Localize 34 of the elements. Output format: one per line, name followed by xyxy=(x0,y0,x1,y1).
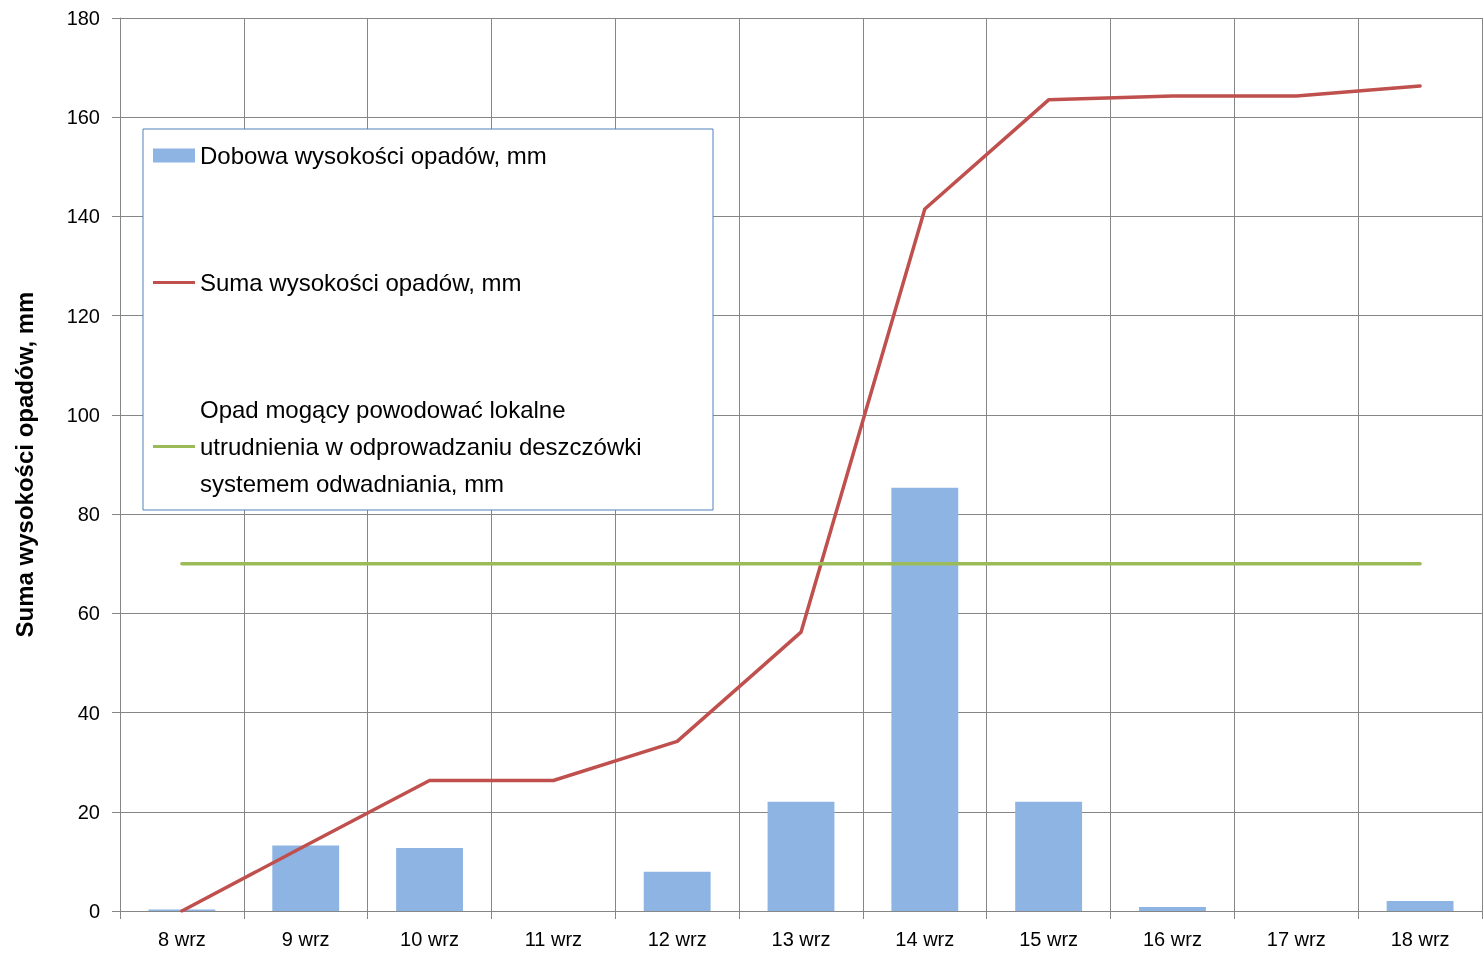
x-tick-label: 15 wrz xyxy=(1019,928,1079,950)
y-tick-label: 160 xyxy=(66,106,100,129)
y-tick-label: 120 xyxy=(66,304,100,327)
legend-label: Dobowa wysokości opadów, mm xyxy=(200,142,547,169)
x-tick-label: 9 wrz xyxy=(281,928,330,950)
legend-label: Suma wysokości opadów, mm xyxy=(200,269,522,296)
x-tick-label: 11 wrz xyxy=(524,928,583,950)
legend-label: Opad mogący powodować lokalne utrudnienia w odprowadzaniu deszczówki systemem odwadniania, mm xyxy=(200,396,649,497)
y-axis-title: Suma wysokości opadów, mm xyxy=(10,291,38,638)
bar xyxy=(1386,901,1454,911)
y-tick-label: 80 xyxy=(77,503,100,526)
bar xyxy=(767,801,835,911)
y-tick-label: 20 xyxy=(77,800,100,823)
y-tick-label: 140 xyxy=(66,205,100,228)
y-tick-label: 0 xyxy=(88,900,100,922)
x-tick-label: 12 wrz xyxy=(647,928,707,950)
x-tick-label: 16 wrz xyxy=(1143,928,1202,950)
bar xyxy=(891,487,959,911)
y-tick-label: 100 xyxy=(66,403,100,426)
bar xyxy=(396,847,463,911)
x-tick-label: 14 wrz xyxy=(895,928,955,950)
y-tick-label: 60 xyxy=(77,602,100,625)
y-tick-label: 40 xyxy=(77,701,100,724)
x-tick-label: 10 wrz xyxy=(400,928,459,950)
bar xyxy=(1139,907,1206,911)
y-tick-label: 180 xyxy=(66,7,100,29)
x-tick-label: 17 wrz xyxy=(1266,928,1326,950)
x-tick-label: 18 wrz xyxy=(1390,928,1450,950)
x-tick-label: 8 wrz xyxy=(158,928,206,950)
bar xyxy=(1015,801,1083,911)
x-tick-label: 13 wrz xyxy=(771,928,831,950)
line-series xyxy=(180,84,1422,913)
bar xyxy=(643,871,711,911)
bar xyxy=(272,845,340,911)
